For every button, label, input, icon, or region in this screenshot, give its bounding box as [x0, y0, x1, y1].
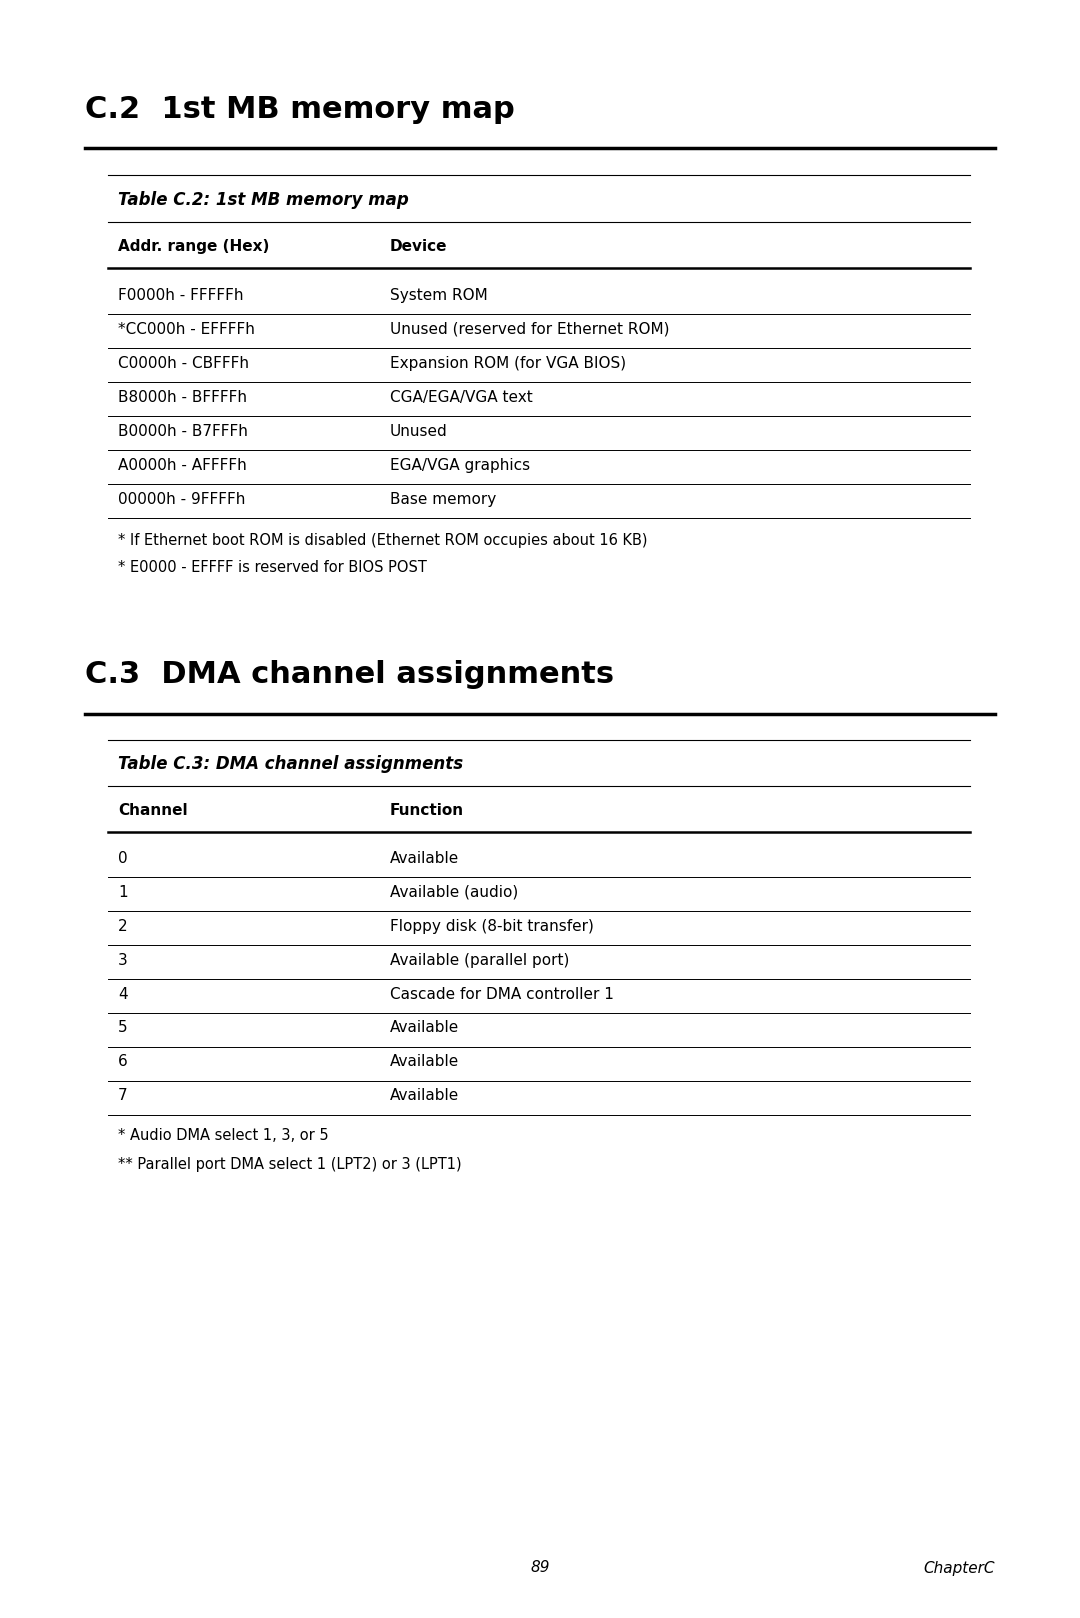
Text: *CC000h - EFFFFh: *CC000h - EFFFFh	[118, 322, 255, 337]
Text: CGA/EGA/VGA text: CGA/EGA/VGA text	[390, 390, 532, 404]
Text: Available (parallel port): Available (parallel port)	[390, 953, 569, 968]
Text: Available: Available	[390, 1089, 459, 1103]
Text: B8000h - BFFFFh: B8000h - BFFFFh	[118, 390, 247, 404]
Text: C.2  1st MB memory map: C.2 1st MB memory map	[85, 95, 515, 125]
Text: Base memory: Base memory	[390, 492, 496, 506]
Text: ** Parallel port DMA select 1 (LPT2) or 3 (LPT1): ** Parallel port DMA select 1 (LPT2) or …	[118, 1157, 461, 1171]
Text: Device: Device	[390, 238, 447, 254]
Text: Channel: Channel	[118, 803, 188, 817]
Text: 5: 5	[118, 1021, 127, 1036]
Text: B0000h - B7FFFh: B0000h - B7FFFh	[118, 424, 248, 438]
Text: Available: Available	[390, 851, 459, 866]
Text: Unused: Unused	[390, 424, 448, 438]
Text: Floppy disk (8-bit transfer): Floppy disk (8-bit transfer)	[390, 919, 594, 934]
Text: * E0000 - EFFFF is reserved for BIOS POST: * E0000 - EFFFF is reserved for BIOS POS…	[118, 560, 427, 576]
Text: C0000h - CBFFFh: C0000h - CBFFFh	[118, 356, 249, 371]
Text: 4: 4	[118, 987, 127, 1002]
Text: Cascade for DMA controller 1: Cascade for DMA controller 1	[390, 987, 613, 1002]
Text: 1: 1	[118, 885, 127, 900]
Text: Available (audio): Available (audio)	[390, 885, 518, 900]
Text: F0000h - FFFFFh: F0000h - FFFFFh	[118, 288, 243, 303]
Text: Available: Available	[390, 1055, 459, 1069]
Text: 7: 7	[118, 1089, 127, 1103]
Text: 0: 0	[118, 851, 127, 866]
Text: 6: 6	[118, 1055, 127, 1069]
Text: 2: 2	[118, 919, 127, 934]
Text: ChapterC: ChapterC	[923, 1560, 995, 1576]
Text: Expansion ROM (for VGA BIOS): Expansion ROM (for VGA BIOS)	[390, 356, 626, 371]
Text: 89: 89	[530, 1560, 550, 1576]
Text: Available: Available	[390, 1021, 459, 1036]
Text: Function: Function	[390, 803, 464, 817]
Text: Table C.3: DMA channel assignments: Table C.3: DMA channel assignments	[118, 756, 463, 773]
Text: * If Ethernet boot ROM is disabled (Ethernet ROM occupies about 16 KB): * If Ethernet boot ROM is disabled (Ethe…	[118, 532, 648, 547]
Text: * Audio DMA select 1, 3, or 5: * Audio DMA select 1, 3, or 5	[118, 1128, 328, 1144]
Text: Unused (reserved for Ethernet ROM): Unused (reserved for Ethernet ROM)	[390, 322, 670, 337]
Text: C.3  DMA channel assignments: C.3 DMA channel assignments	[85, 660, 615, 689]
Text: A0000h - AFFFFh: A0000h - AFFFFh	[118, 458, 246, 472]
Text: Table C.2: 1st MB memory map: Table C.2: 1st MB memory map	[118, 191, 408, 209]
Text: EGA/VGA graphics: EGA/VGA graphics	[390, 458, 530, 472]
Text: 3: 3	[118, 953, 127, 968]
Text: System ROM: System ROM	[390, 288, 488, 303]
Text: 00000h - 9FFFFh: 00000h - 9FFFFh	[118, 492, 245, 506]
Text: Addr. range (Hex): Addr. range (Hex)	[118, 238, 269, 254]
